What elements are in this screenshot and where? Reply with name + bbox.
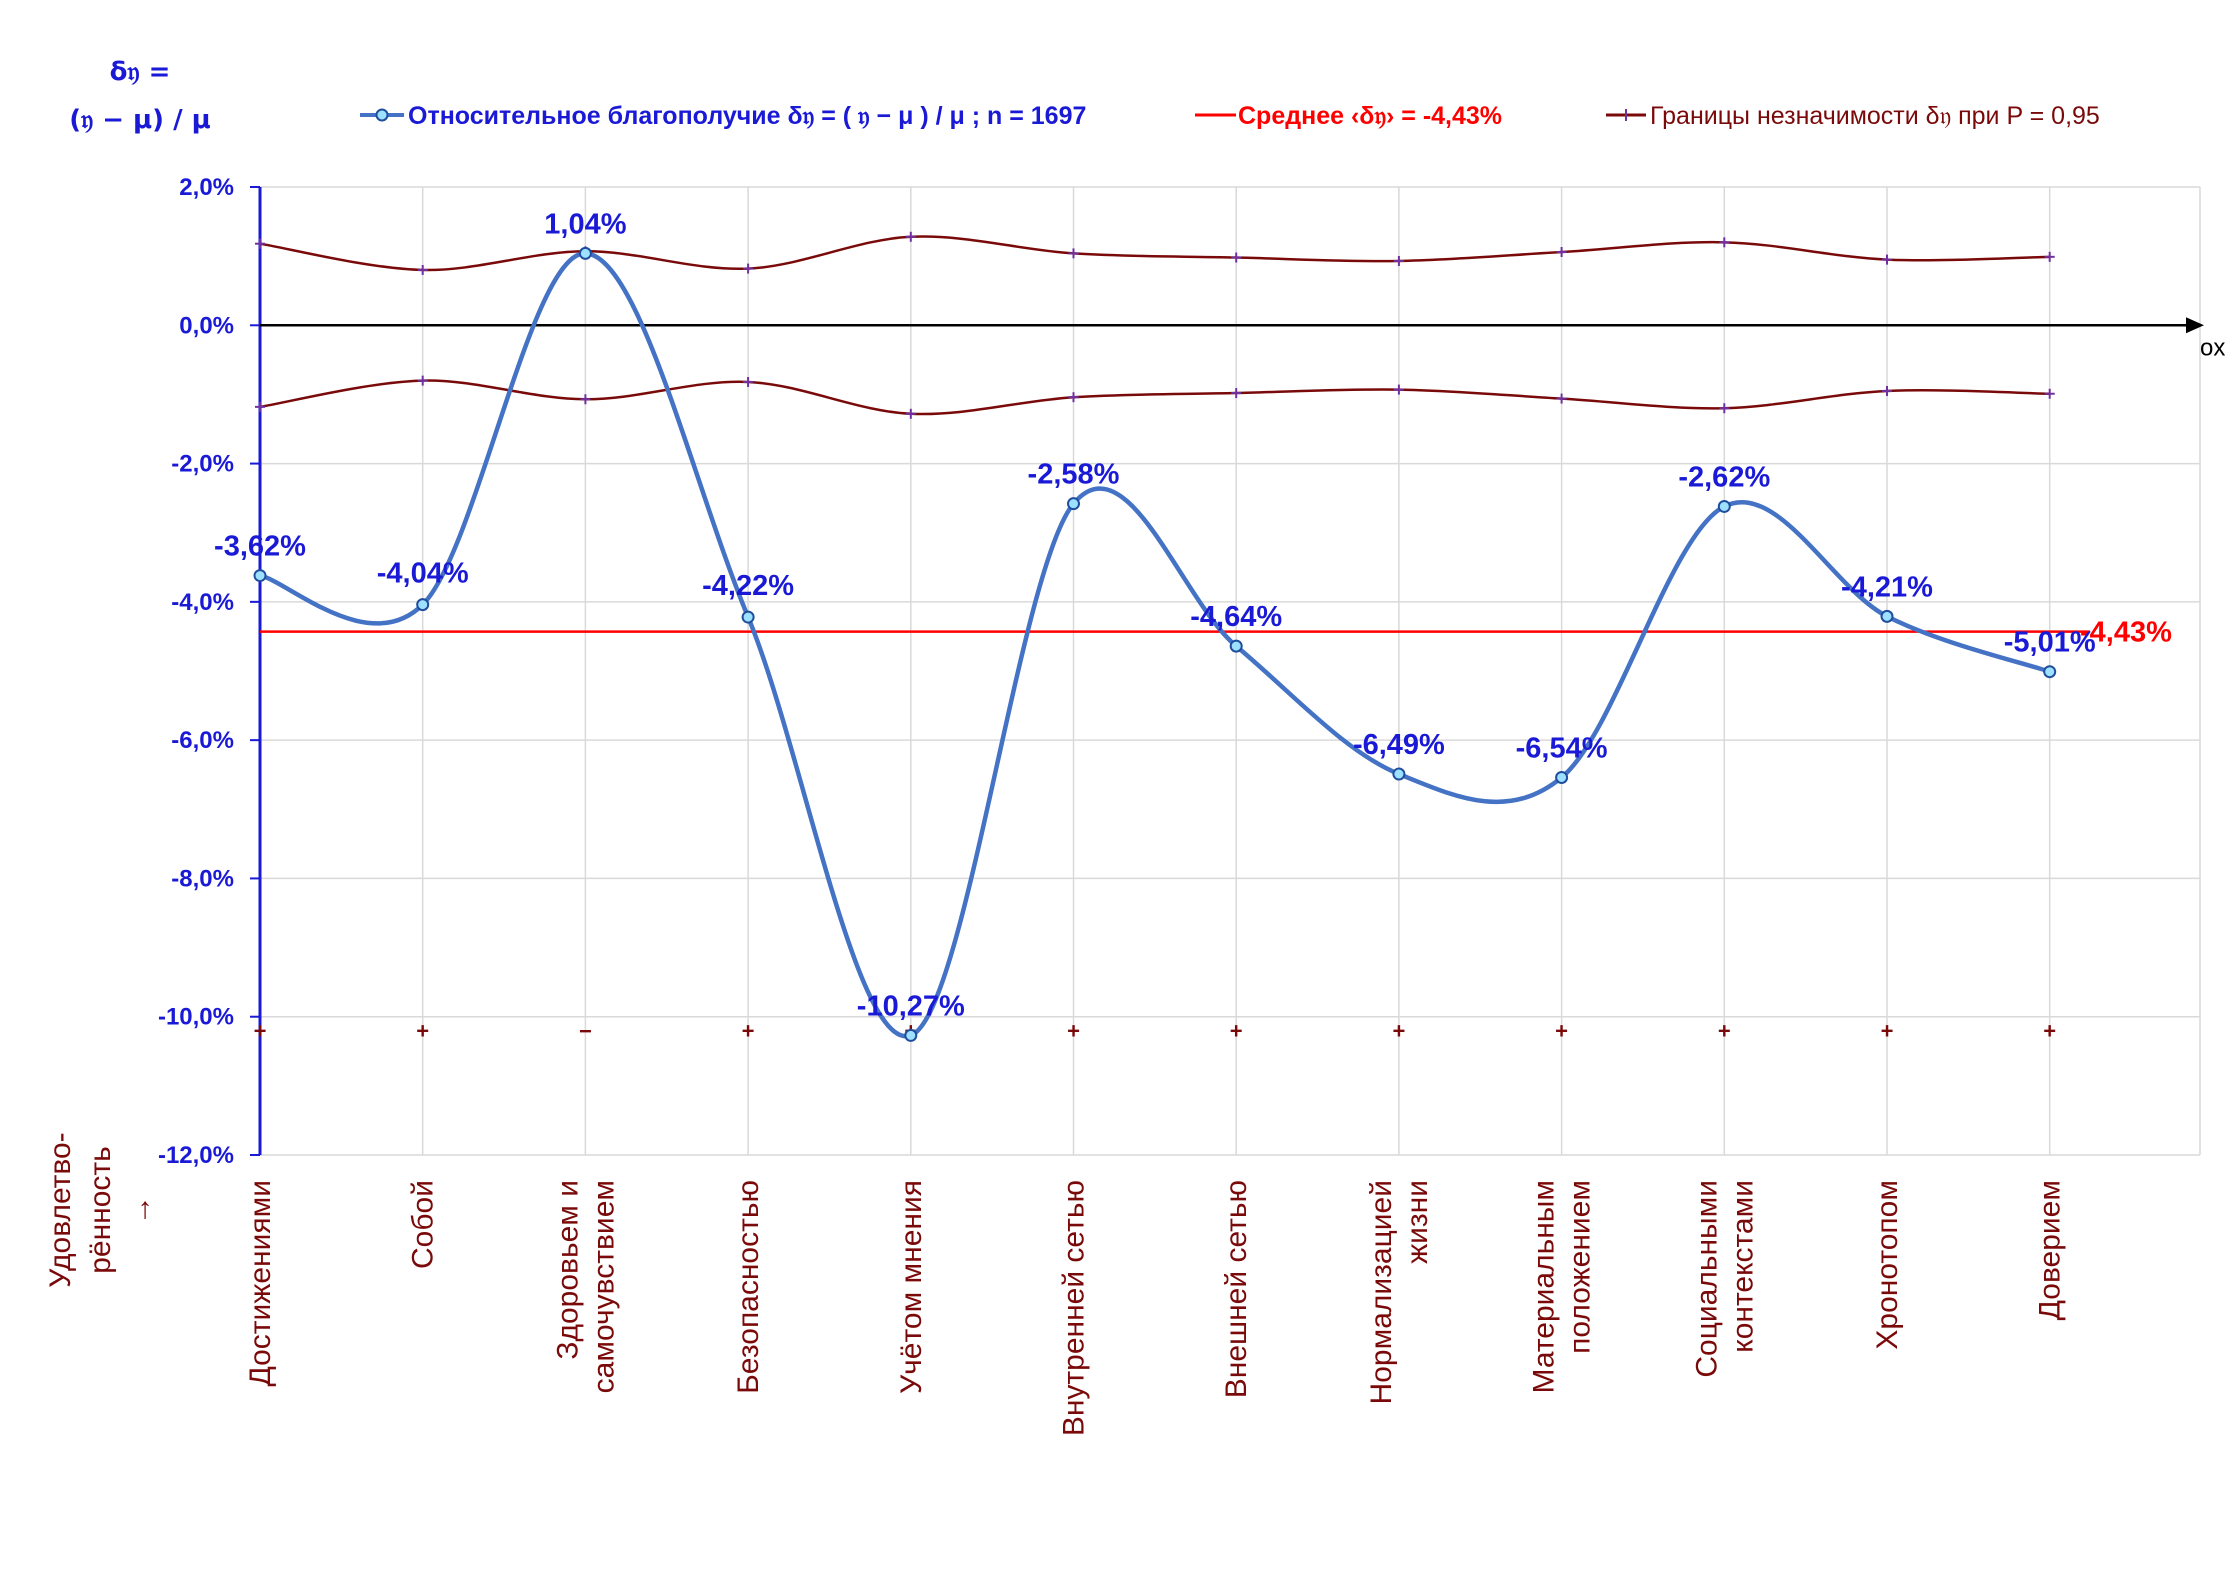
mean-data-label: -4,43% — [2080, 617, 2172, 649]
data-point-6 — [1229, 639, 1243, 653]
sign-marker-8: + — [1555, 1019, 1568, 1044]
sign-marker-7: + — [1392, 1019, 1405, 1044]
sign-marker-5: + — [1067, 1019, 1080, 1044]
sign-marker-1: + — [416, 1019, 429, 1044]
y-axis: 2,0% 0,0% -2,0% -4,0% -6,0% -8,0% -10,0% -12,0% — [158, 174, 262, 1169]
y-tick-label: 2,0% — [179, 174, 234, 201]
data-point-3 — [741, 610, 755, 624]
legend-label-main: Относительное благополучие δ𝔶 = ( 𝔶 − μ … — [408, 102, 1086, 130]
category-labels: Достижениями Собой Здоровьем и самочувствие… — [44, 1132, 2067, 1436]
data-point-7 — [1392, 767, 1406, 781]
data-label-6: -4,64% — [1190, 601, 1282, 633]
category-label-3: Безопасностью — [732, 1180, 765, 1394]
data-point-8 — [1555, 770, 1569, 784]
axis-titles: δ𝔶 = (𝔶 − μ) / μ — [69, 57, 211, 135]
category-label-line: Безопасностью — [732, 1180, 765, 1394]
category-label-line: Внутренней сетью — [1058, 1180, 1091, 1436]
category-label-11: Доверием — [2034, 1180, 2067, 1320]
x-axis-arrow — [2186, 317, 2204, 334]
bounds-series: ++−+++++++++ — [254, 231, 2056, 1044]
category-label-0: Достижениями — [244, 1180, 277, 1387]
data-label-5: -2,58% — [1028, 459, 1120, 491]
legend-marker-main — [375, 108, 389, 122]
sign-marker-2: − — [579, 1019, 592, 1044]
category-label-8: Материальным положением — [1528, 1180, 1597, 1393]
legend-label-mean: Среднее ‹δ𝔶› = -4,43% — [1238, 102, 1502, 130]
sign-marker-10: + — [1881, 1019, 1894, 1044]
data-label-1: -4,04% — [377, 558, 469, 590]
y-tick-label: -8,0% — [171, 865, 234, 892]
y-tick-label: 0,0% — [179, 312, 234, 339]
data-label-0: -3,62% — [214, 531, 306, 563]
y-tick-label: -12,0% — [158, 1142, 234, 1169]
data-point-4 — [904, 1028, 918, 1042]
y-tick-label: -6,0% — [171, 727, 234, 754]
category-label-line: Материальным — [1528, 1180, 1561, 1393]
main-series-line — [259, 251, 2051, 1039]
category-label-line: Внешней сетью — [1220, 1180, 1253, 1398]
x-axis-label: Удовлетво-рённость → — [44, 1132, 157, 1287]
category-label-7: Нормализацией жизни — [1365, 1180, 1434, 1404]
legend: Относительное благополучие δ𝔶 = ( 𝔶 − μ … — [360, 102, 2100, 130]
data-point-0 — [253, 569, 267, 583]
category-label-line: Нормализацией — [1365, 1180, 1398, 1404]
data-label-2: 1,04% — [544, 208, 626, 240]
category-label-line: Здоровьем и — [551, 1180, 584, 1360]
category-label-line: Учётом мнения — [895, 1180, 928, 1394]
y-axis-label-line1: δ𝔶 = — [110, 57, 171, 87]
category-label-5: Внутренней сетью — [1058, 1180, 1091, 1436]
data-point-9 — [1717, 499, 1731, 513]
sign-marker-9: + — [1718, 1019, 1731, 1044]
category-label-10: Хронотопом — [1871, 1180, 1904, 1350]
y-tick-label: -4,0% — [171, 589, 234, 616]
data-label-4: -10,27% — [857, 990, 965, 1022]
category-label-line: Достижениями — [244, 1180, 277, 1387]
category-label-line: контекстами — [1726, 1180, 1759, 1353]
x-axis-label-line: → — [124, 1195, 157, 1225]
data-label-10: -4,21% — [1841, 571, 1933, 603]
data-label-9: -2,62% — [1678, 461, 1770, 493]
data-label-8: -6,54% — [1516, 732, 1608, 764]
x-axis-label-line: Удовлетво- — [44, 1132, 77, 1287]
category-label-line: Хронотопом — [1871, 1180, 1904, 1350]
y-tick-label: -2,0% — [171, 451, 234, 478]
sign-marker-3: + — [742, 1019, 755, 1044]
data-point-11 — [2043, 665, 2057, 679]
category-label-line: самочувствием — [587, 1180, 620, 1393]
x-axis: ox — [260, 317, 2225, 361]
data-point-10 — [1880, 609, 1894, 623]
category-label-line: Социальными — [1690, 1180, 1723, 1378]
category-label-line: Доверием — [2034, 1180, 2067, 1320]
bound-line-upper — [259, 235, 2050, 272]
data-point-2 — [578, 246, 592, 260]
category-label-2: Здоровьем и самочувствием — [551, 1180, 620, 1393]
category-label-9: Социальными контекстами — [1690, 1180, 1759, 1378]
data-label-11: -5,01% — [2004, 627, 2096, 659]
main-series: -3,62% -4,04% 1,04% -4,22% -10,27% -2,58% -4,6… — [214, 208, 2096, 1042]
sign-marker-6: + — [1230, 1019, 1243, 1044]
category-label-4: Учётом мнения — [895, 1180, 928, 1394]
category-label-1: Собой — [407, 1180, 440, 1269]
y-axis-label-line2: (𝔶 − μ) / μ — [69, 105, 211, 135]
data-label-3: -4,22% — [702, 570, 794, 602]
data-point-5 — [1067, 497, 1080, 511]
sign-marker-11: + — [2043, 1019, 2056, 1044]
data-label-7: -6,49% — [1353, 729, 1445, 761]
sign-marker-0: + — [254, 1019, 267, 1044]
data-point-1 — [416, 598, 430, 612]
category-label-line: жизни — [1401, 1180, 1434, 1264]
x-axis-name: ox — [2200, 334, 2225, 361]
y-tick-label: -10,0% — [158, 1004, 234, 1031]
category-label-line: Собой — [407, 1180, 440, 1269]
category-label-line: положением — [1564, 1180, 1597, 1354]
grid — [259, 186, 2201, 1156]
x-axis-label-line: рённость — [84, 1146, 117, 1274]
bound-line-lower — [259, 379, 2050, 416]
legend-label-bounds: Границы незначимости δ𝔶 при P = 0,95 — [1650, 102, 2100, 130]
mean-series: -4,43% — [260, 617, 2172, 649]
category-label-6: Внешней сетью — [1220, 1180, 1253, 1398]
